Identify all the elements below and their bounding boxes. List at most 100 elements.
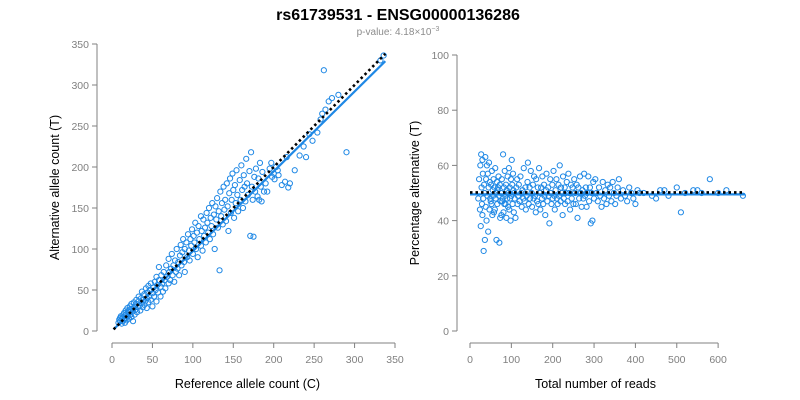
right-data-point (517, 173, 524, 180)
right-data-point (617, 195, 625, 202)
right-data-point (539, 173, 546, 180)
right-data-point (613, 192, 620, 199)
left-data-point (176, 272, 183, 279)
right-data-point (551, 206, 558, 213)
right-data-point (509, 170, 517, 177)
right-x-tick-label: 600 (709, 354, 727, 366)
right-data-point (504, 173, 511, 180)
left-data-point (256, 159, 264, 166)
right-y-axis-title: Percentage alternative (T) (408, 121, 422, 266)
right-data-point (498, 176, 505, 183)
right-data-point (628, 189, 635, 197)
left-data-point (252, 165, 260, 172)
right-data-point (657, 187, 664, 194)
left-data-point (187, 236, 194, 243)
right-data-point (544, 198, 551, 205)
subtitle-exponent: −3 (431, 26, 439, 33)
left-data-point (230, 214, 238, 221)
right-data-point (504, 195, 511, 202)
left-data-point (239, 204, 247, 212)
right-data-point (528, 203, 536, 210)
right-data-point (490, 176, 497, 183)
right-data-point (527, 167, 534, 175)
left-x-tick-label: 200 (265, 354, 283, 366)
left-data-point (228, 196, 235, 203)
right-data-point (531, 192, 539, 199)
right-data-point (495, 173, 502, 180)
right-data-point (479, 170, 486, 177)
left-data-point (222, 196, 229, 203)
right-data-point (559, 211, 566, 219)
right-x-tick-label: 300 (585, 354, 603, 366)
left-data-point (190, 232, 197, 239)
left-data-point (271, 176, 278, 183)
left-data-point (153, 298, 160, 305)
right-data-point (626, 184, 633, 191)
plot-allele-counts: 0 50 100 150 200 250 300 350 0 50 100 150 200 250 300 3… (48, 39, 404, 391)
left-data-point (171, 278, 178, 285)
right-data-point (548, 200, 555, 208)
left-data-point (181, 245, 188, 253)
right-data-point (715, 189, 722, 197)
left-data-point (258, 198, 265, 205)
right-data-point (499, 151, 507, 158)
left-data-point (155, 263, 162, 271)
left-data-point (234, 191, 241, 198)
left-data-point (206, 236, 213, 243)
right-data-point (603, 200, 610, 208)
right-data-point (485, 228, 492, 235)
left-data-point (167, 277, 174, 284)
right-y-tick-label: 80 (437, 105, 449, 117)
left-data-point (285, 184, 292, 191)
left-data-point (225, 227, 232, 235)
left-data-point (203, 209, 210, 217)
right-data-point (572, 200, 579, 208)
left-data-point (302, 154, 310, 161)
right-data-point (477, 162, 484, 169)
right-data-point (478, 151, 485, 158)
left-data-point (195, 222, 202, 230)
right-data-point (475, 176, 483, 183)
right-data-point (584, 189, 591, 197)
right-data-point (479, 211, 486, 219)
right-data-point (488, 200, 495, 208)
left-x-tick-label: 350 (386, 354, 404, 366)
right-data-point (612, 200, 619, 208)
left-data-point (162, 285, 169, 292)
left-y-tick-label: 200 (71, 162, 89, 174)
left-y-tick-label: 300 (71, 80, 89, 92)
right-data-point (477, 223, 484, 230)
right-data-point (565, 170, 572, 177)
left-data-point (275, 172, 282, 179)
right-data-point (503, 214, 510, 221)
left-data-point (208, 222, 215, 230)
right-data-point (533, 176, 540, 183)
right-data-point (553, 176, 560, 183)
left-y-tick-label: 350 (71, 39, 89, 51)
right-data-point (522, 206, 529, 213)
right-data-point (496, 181, 503, 188)
right-data-point (578, 203, 585, 210)
right-data-point (508, 156, 515, 163)
right-y-tick-label: 0 (443, 326, 449, 338)
right-data-point (521, 198, 528, 205)
plot-percentage-alternative: 0 20 40 60 80 100 0 100 200 300 400 500 600 Total num… (408, 50, 747, 391)
left-data-point (226, 175, 234, 182)
left-data-point (314, 129, 321, 136)
right-data-point (540, 200, 547, 208)
right-data-point (723, 187, 730, 194)
left-data-point (199, 247, 206, 254)
right-data-point (476, 206, 484, 213)
left-data-point (192, 219, 199, 226)
right-y-tick-label: 20 (437, 271, 449, 283)
left-data-point (320, 67, 327, 74)
left-data-point (343, 149, 350, 156)
right-data-point (589, 217, 596, 224)
subtitle-base: 10 (420, 27, 432, 38)
right-data-point (599, 178, 606, 186)
right-data-point (483, 217, 490, 224)
right-data-point (594, 198, 601, 205)
right-data-point (485, 159, 493, 166)
right-data-point (677, 209, 685, 216)
left-y-tick-label: 0 (83, 326, 89, 338)
